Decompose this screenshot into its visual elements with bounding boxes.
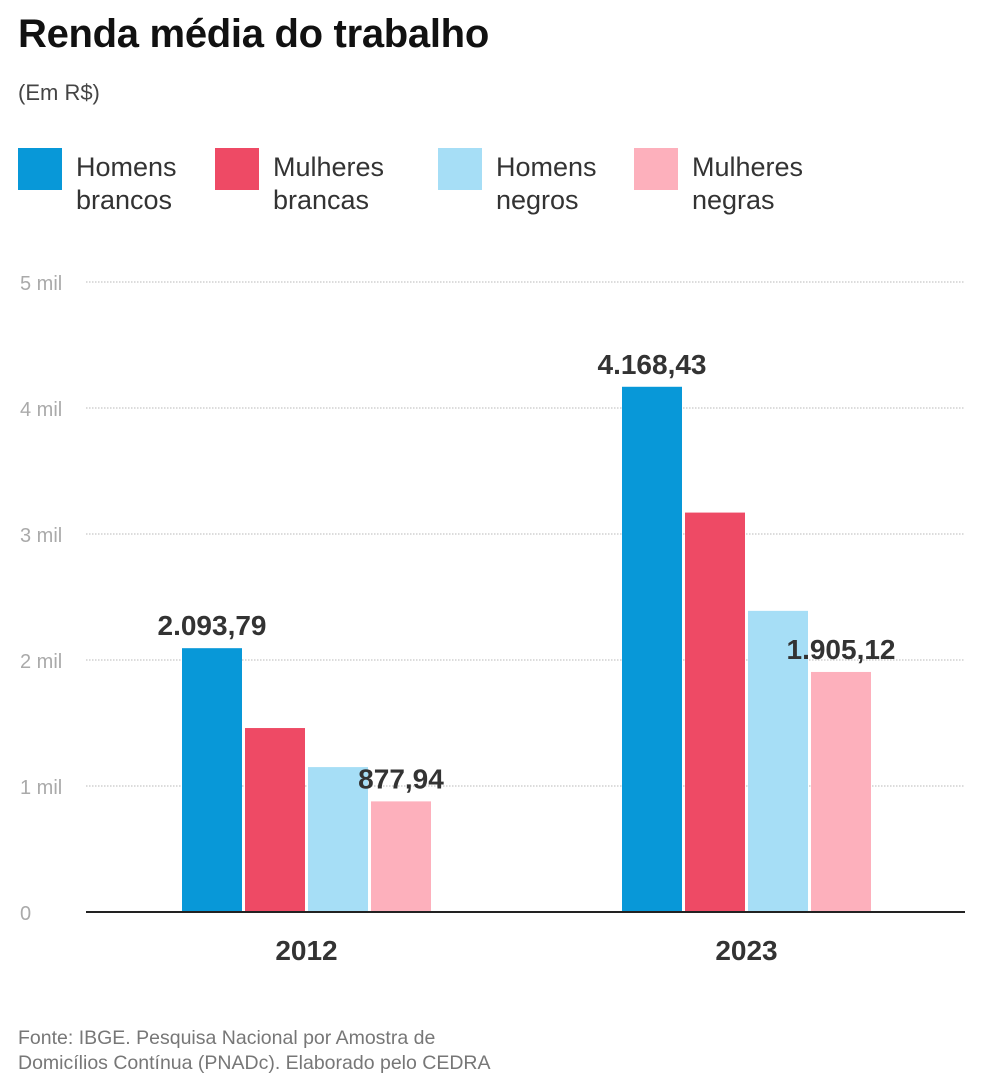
bar <box>182 648 242 912</box>
y-tick-label: 0 <box>20 903 31 925</box>
legend-swatch <box>438 148 482 190</box>
legend-swatch <box>215 148 259 190</box>
legend: Homens brancos Mulheres brancas Homens n… <box>18 148 978 228</box>
legend-label-line2: negras <box>692 185 775 215</box>
bar <box>308 767 368 912</box>
legend-label-line2: negros <box>496 185 579 215</box>
bar <box>622 386 682 912</box>
legend-label-line1: Mulheres <box>273 152 385 182</box>
x-tick-label: 2023 <box>715 935 777 966</box>
chart-title: Renda média do trabalho <box>18 12 489 56</box>
y-tick-label: 1 mil <box>20 777 62 799</box>
bar <box>811 671 871 912</box>
y-tick-label: 2 mil <box>20 651 62 673</box>
source-line2: Domicílios Contínua (PNADc). Elaborado p… <box>18 1052 491 1074</box>
legend-label: Mulheres brancas <box>273 151 384 217</box>
legend-label: Mulheres negras <box>692 151 803 217</box>
bar <box>245 728 305 912</box>
legend-item-mulheres-negras: Mulheres negras <box>634 148 803 217</box>
legend-label: Homens negros <box>496 151 597 217</box>
legend-item-mulheres-brancas: Mulheres brancas <box>215 148 384 217</box>
y-tick-label: 4 mil <box>20 399 62 421</box>
chart-subtitle: (Em R$) <box>18 80 100 105</box>
source-line1: Fonte: IBGE. Pesquisa Nacional por Amost… <box>18 1027 436 1049</box>
data-label: 2.093,79 <box>158 610 267 641</box>
bar <box>748 610 808 912</box>
legend-label-line1: Homens <box>76 152 177 182</box>
x-tick-label: 2012 <box>275 935 337 966</box>
legend-label-line1: Mulheres <box>692 152 804 182</box>
y-tick-label: 3 mil <box>20 525 62 547</box>
data-label: 4.168,43 <box>598 349 707 380</box>
legend-item-homens-negros: Homens negros <box>438 148 597 217</box>
legend-label-line2: brancos <box>76 185 173 215</box>
legend-label: Homens brancos <box>76 151 177 217</box>
legend-item-homens-brancos: Homens brancos <box>18 148 177 217</box>
legend-swatch <box>18 148 62 190</box>
y-tick-label: 5 mil <box>20 273 62 295</box>
legend-swatch <box>634 148 678 190</box>
bar <box>685 512 745 912</box>
source-note: Fonte: IBGE. Pesquisa Nacional por Amost… <box>18 1026 638 1076</box>
data-label: 877,94 <box>358 763 444 794</box>
legend-label-line2: brancas <box>273 185 370 215</box>
bar <box>371 801 431 912</box>
bar-chart: 0 1 mil 2 mil 3 mil 4 mil 5 mil 2.093,79 877,94… <box>20 273 965 966</box>
data-label: 1.905,12 <box>787 634 896 665</box>
legend-label-line1: Homens <box>496 152 597 182</box>
